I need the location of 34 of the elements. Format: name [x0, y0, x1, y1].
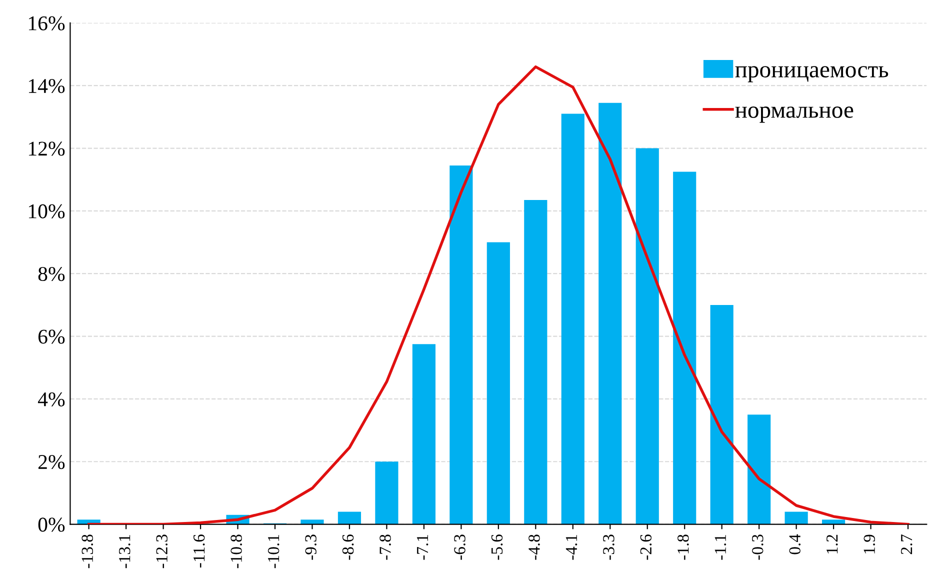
x-tick-label: -2.6: [640, 534, 652, 560]
x-tick-label: 0.4: [789, 534, 801, 554]
y-tick-label: 12%: [28, 142, 65, 156]
y-tick-label: 8%: [38, 266, 65, 282]
x-tick-label: -8.6: [342, 534, 354, 560]
x-tick-label: -7.1: [416, 535, 428, 560]
x-tick-label: -6.3: [454, 534, 466, 560]
x-tick-label: -11.6: [194, 534, 205, 568]
x-tick-label: -5.6: [491, 534, 503, 560]
y-tick-label: 10%: [28, 204, 65, 218]
x-tick-label: -12.3: [156, 534, 168, 568]
y-tick-label: 14%: [28, 78, 65, 94]
x-tick-label: -13.1: [119, 535, 130, 568]
x-tick-label: -3.3: [603, 534, 614, 560]
x-tick-label: -9.3: [305, 534, 316, 560]
y-tick-label: 16%: [28, 16, 65, 30]
legend-label: нормальное: [735, 106, 854, 123]
y-tick-label: 4%: [38, 392, 65, 406]
x-tick-label: -10.8: [230, 534, 242, 568]
x-tick-label: -4.8: [528, 534, 540, 560]
x-tick-label: 2.7: [900, 534, 912, 554]
y-tick-label: 0%: [38, 518, 65, 532]
legend-label: проницаемость: [735, 66, 888, 82]
y-tick-label: 2%: [38, 454, 65, 470]
x-tick-label: -7.8: [380, 534, 391, 560]
x-tick-label: -13.8: [82, 534, 94, 568]
x-tick-label: 1.9: [864, 534, 876, 554]
x-tick-label: -0.3: [752, 534, 764, 560]
y-tick-label: 6%: [38, 330, 65, 344]
x-tick-label: -4.1: [566, 535, 578, 560]
x-tick-label: -1.8: [678, 534, 689, 560]
x-tick-label: 1.2: [826, 534, 838, 554]
x-tick-label: -10.1: [268, 535, 280, 568]
x-tick-label: -1.1: [714, 535, 726, 560]
